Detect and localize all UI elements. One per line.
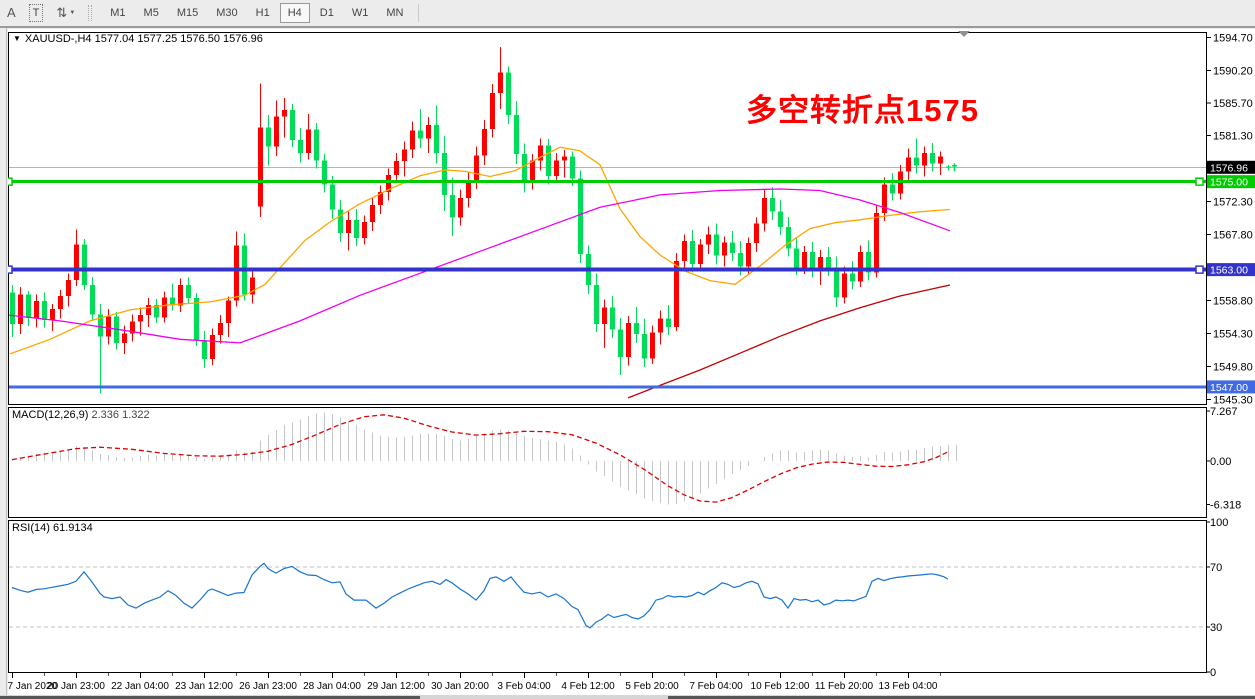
current-price-badge: 1576.96 bbox=[1207, 160, 1255, 174]
svg-text:10 Feb 12:00: 10 Feb 12:00 bbox=[751, 681, 810, 692]
svg-text:1545.30: 1545.30 bbox=[1213, 394, 1253, 406]
svg-text:3 Feb 04:00: 3 Feb 04:00 bbox=[497, 681, 551, 692]
scroll-to-end-marker[interactable] bbox=[958, 31, 970, 37]
pane-border bbox=[8, 32, 1207, 405]
svg-text:20 Jan 23:00: 20 Jan 23:00 bbox=[47, 681, 105, 692]
timeframe-h1-button[interactable]: H1 bbox=[255, 7, 270, 19]
svg-text:1563.00: 1563.00 bbox=[1210, 265, 1248, 277]
svg-text:17 Jan 2020: 17 Jan 2020 bbox=[2, 681, 57, 692]
macd-indicator-label: MACD(12,26,9) 2.336 1.322 bbox=[12, 409, 150, 421]
ma-fast-orange bbox=[9, 146, 951, 355]
svg-text:4 Feb 12:00: 4 Feb 12:00 bbox=[561, 681, 615, 692]
svg-text:23 Jan 12:00: 23 Jan 12:00 bbox=[175, 681, 233, 692]
svg-text:1576.96: 1576.96 bbox=[1210, 162, 1248, 174]
toolbar-grip bbox=[88, 5, 93, 21]
toolbar-separator bbox=[418, 4, 420, 22]
svg-text:13 Feb 04:00: 13 Feb 04:00 bbox=[879, 681, 938, 692]
macd-signal-value: 1.322 bbox=[122, 409, 150, 421]
timeframe-w1-button[interactable]: W1 bbox=[351, 7, 369, 19]
price-badge-1575.00: 1575.00 bbox=[1207, 175, 1255, 189]
dropdown-caret-icon[interactable]: ▼ bbox=[69, 10, 76, 17]
rsi-line bbox=[11, 562, 949, 629]
macd-signal-line bbox=[11, 414, 949, 503]
pane-border bbox=[8, 407, 1207, 518]
macd-main-value: 2.336 bbox=[91, 409, 120, 421]
price-badge-1547.00: 1547.00 bbox=[1207, 380, 1255, 394]
hline-handle bbox=[1195, 177, 1204, 186]
timeframe-mn-button[interactable]: MN bbox=[386, 7, 404, 19]
ma-slow-darkred bbox=[627, 284, 951, 399]
ma-mid-magenta bbox=[8, 188, 951, 344]
last-price-marker bbox=[952, 163, 957, 172]
svg-text:28 Jan 04:00: 28 Jan 04:00 bbox=[303, 681, 361, 692]
svg-text:1590.20: 1590.20 bbox=[1213, 65, 1253, 77]
svg-text:100: 100 bbox=[1210, 517, 1228, 529]
svg-text:22 Jan 04:00: 22 Jan 04:00 bbox=[111, 681, 169, 692]
svg-text:30: 30 bbox=[1210, 622, 1222, 634]
svg-text:1585.70: 1585.70 bbox=[1213, 98, 1253, 110]
macd-pane: 7.267 0.00 -6.318 bbox=[11, 406, 1241, 512]
svg-text:0: 0 bbox=[1210, 667, 1216, 679]
timeframe-m1-button[interactable]: M1 bbox=[110, 7, 126, 19]
rsi-pane: 100 70 30 0 bbox=[9, 517, 1228, 679]
svg-text:-6.318: -6.318 bbox=[1210, 500, 1241, 512]
svg-text:7 Feb 04:00: 7 Feb 04:00 bbox=[689, 681, 743, 692]
svg-text:26 Jan 23:00: 26 Jan 23:00 bbox=[239, 681, 297, 692]
arrows-tool-icon[interactable]: ⇅ ▼ bbox=[56, 4, 76, 20]
svg-text:1558.80: 1558.80 bbox=[1213, 295, 1253, 307]
timeframe-d1-button[interactable]: D1 bbox=[319, 7, 334, 19]
hline-handle bbox=[1195, 265, 1204, 274]
svg-text:29 Jan 12:00: 29 Jan 12:00 bbox=[367, 681, 425, 692]
svg-text:1575.00: 1575.00 bbox=[1210, 177, 1248, 189]
svg-text:1567.80: 1567.80 bbox=[1213, 229, 1253, 241]
svg-text:30 Jan 20:00: 30 Jan 20:00 bbox=[431, 681, 489, 692]
rsi-value: 61.9134 bbox=[52, 522, 93, 534]
svg-text:1572.30: 1572.30 bbox=[1213, 196, 1253, 208]
toolbar: A T ⇅ ▼ M1 M5 M15 M30 H1 H4 D1 W1 MN bbox=[0, 0, 1255, 28]
svg-text:5 Feb 20:00: 5 Feb 20:00 bbox=[625, 681, 679, 692]
symbol-ohlc-label: ▼ XAUUSD-,H4 1577.04 1577.25 1576.50 1576… bbox=[13, 33, 263, 45]
price-badge-1563.00: 1563.00 bbox=[1207, 263, 1255, 277]
svg-text:70: 70 bbox=[1210, 562, 1222, 574]
annotation-letter-tool-icon[interactable]: A bbox=[7, 5, 16, 20]
window-bottom-edge bbox=[0, 695, 1255, 699]
svg-text:0.00: 0.00 bbox=[1210, 456, 1231, 468]
svg-text:11 Feb 20:00: 11 Feb 20:00 bbox=[815, 681, 874, 692]
rsi-indicator-label: RSI(14) 61.9134 bbox=[12, 522, 93, 534]
chart-text-annotation[interactable]: 多空转折点1575 bbox=[746, 93, 979, 128]
hline-1547.00[interactable] bbox=[9, 385, 1206, 389]
rsi-label: RSI(14) bbox=[12, 522, 50, 534]
timeframe-m15-button[interactable]: M15 bbox=[176, 7, 199, 19]
timeframe-h4-button[interactable]: H4 bbox=[279, 3, 310, 23]
macd-label: MACD(12,26,9) bbox=[12, 409, 89, 421]
svg-text:1549.80: 1549.80 bbox=[1213, 361, 1253, 373]
symbol-ohlc-text: XAUUSD-,H4 1577.04 1577.25 1576.50 1576.… bbox=[24, 33, 263, 45]
svg-text:7.267: 7.267 bbox=[1210, 406, 1238, 418]
svg-text:1594.70: 1594.70 bbox=[1213, 32, 1253, 44]
candles-layer bbox=[10, 46, 951, 394]
timeframe-m30-button[interactable]: M30 bbox=[216, 7, 238, 19]
timeframe-m5-button[interactable]: M5 bbox=[143, 7, 159, 19]
pane-border bbox=[8, 520, 1207, 673]
window-left-edge bbox=[0, 28, 8, 699]
svg-text:1554.30: 1554.30 bbox=[1213, 328, 1253, 340]
svg-text:1547.00: 1547.00 bbox=[1210, 382, 1248, 394]
svg-text:1581.30: 1581.30 bbox=[1213, 130, 1253, 142]
price-axis[interactable]: 1594.70 1590.20 1585.70 1581.30 1572.30 1567.… bbox=[1206, 32, 1253, 406]
symbol-dropdown-icon[interactable]: ▼ bbox=[13, 34, 21, 43]
text-tool-icon[interactable]: T bbox=[28, 4, 44, 22]
